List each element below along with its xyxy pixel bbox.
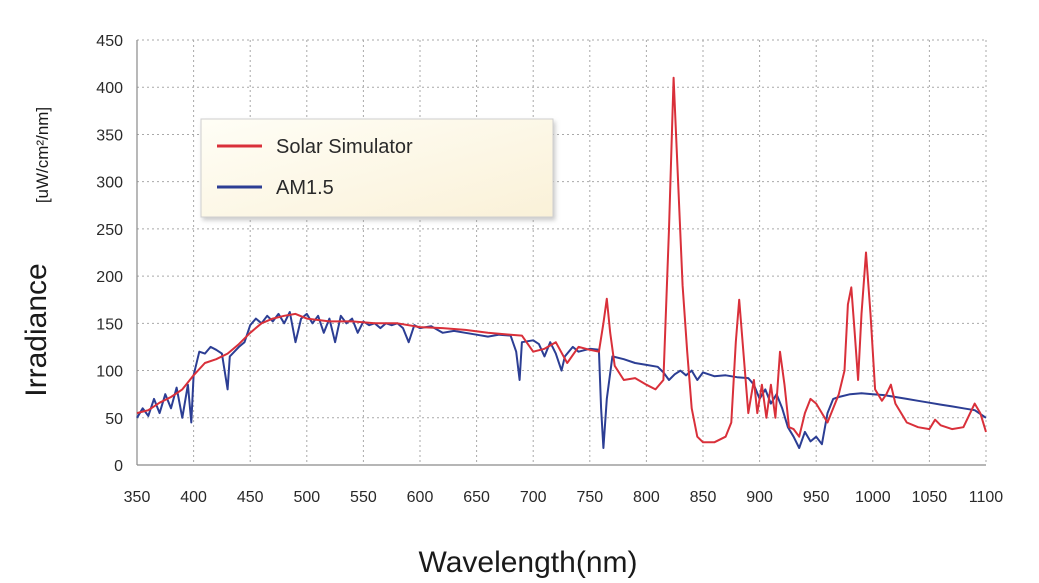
y-tick-label-200: 200 [96,269,123,286]
y-tick-label-350: 350 [96,127,123,144]
x-tick-label-600: 600 [407,489,434,506]
y-tick-label-50: 50 [105,411,123,428]
x-tick-label-1050: 1050 [912,489,948,506]
axes [136,40,986,466]
tick-labels: 350 400 450 500 550 600 650 700 750 800 850 900 950 1… [96,33,1003,506]
y-axis-unit: [uW/cm²/nm] [33,107,52,203]
y-tick-label-150: 150 [96,316,123,333]
x-tick-label-450: 450 [237,489,264,506]
x-tick-label-350: 350 [124,489,151,506]
series-lines [136,76,987,449]
y-tick-label-300: 300 [96,175,123,192]
legend: Solar Simulator AM1.5 [200,118,554,218]
x-tick-label-650: 650 [463,489,490,506]
x-tick-label-550: 550 [350,489,377,506]
x-tick-label-950: 950 [803,489,830,506]
legend-label-am15: AM1.5 [276,177,334,199]
y-tick-label-100: 100 [96,364,123,381]
y-tick-label-450: 450 [96,33,123,50]
legend-box [200,118,554,218]
series-line-solar-simulator [136,76,987,444]
x-tick-label-800: 800 [633,489,660,506]
x-tick-label-750: 750 [576,489,603,506]
y-tick-label-400: 400 [96,80,123,97]
x-tick-label-500: 500 [293,489,320,506]
x-tick-label-850: 850 [690,489,717,506]
x-tick-label-900: 900 [746,489,773,506]
y-tick-label-0: 0 [114,458,123,475]
x-axis-title: Wavelength(nm) [419,546,638,579]
y-axis-title: Irradiance [20,263,53,396]
x-tick-label-1000: 1000 [855,489,891,506]
x-tick-label-700: 700 [520,489,547,506]
y-tick-label-250: 250 [96,222,123,239]
grid [136,39,987,466]
legend-label-solar-simulator: Solar Simulator [276,136,413,158]
x-tick-label-1100: 1100 [969,489,1004,506]
x-tick-label-400: 400 [180,489,207,506]
